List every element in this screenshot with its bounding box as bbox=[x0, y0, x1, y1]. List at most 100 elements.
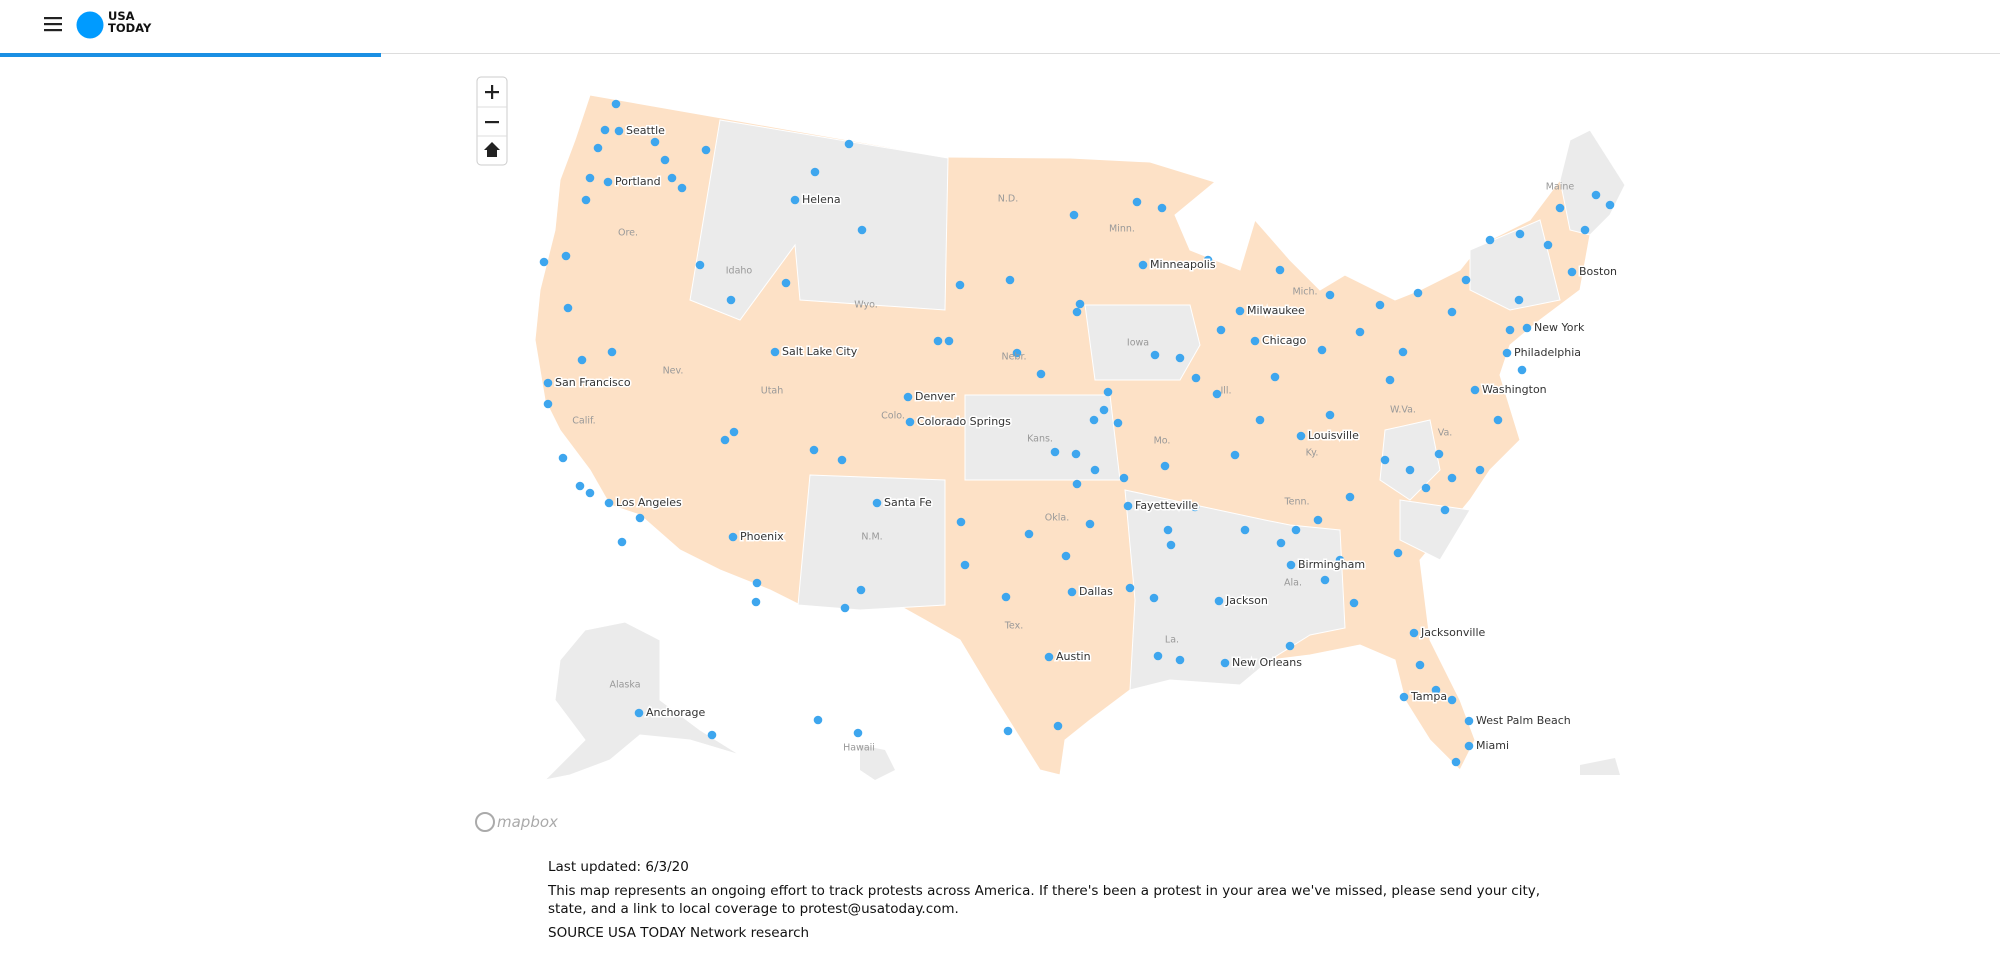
protest-dot bbox=[728, 532, 738, 542]
protest-dot bbox=[1230, 450, 1240, 460]
city-label: Birmingham bbox=[1298, 558, 1365, 571]
state-label: Nebr. bbox=[1001, 352, 1026, 363]
protest-dot bbox=[1276, 538, 1286, 548]
city-label: Colorado Springs bbox=[917, 415, 1011, 428]
protest-dot bbox=[1123, 501, 1133, 511]
protest-dot bbox=[1505, 325, 1515, 335]
reset-view-button[interactable] bbox=[484, 142, 500, 157]
protest-dot bbox=[695, 260, 705, 270]
protest-dot bbox=[1250, 336, 1260, 346]
city-label: Tampa bbox=[1410, 690, 1447, 703]
city-label: Anchorage bbox=[646, 706, 705, 719]
state-label: W.Va. bbox=[1390, 405, 1416, 416]
protest-dot bbox=[650, 137, 660, 147]
protest-dot bbox=[1296, 431, 1306, 441]
protest-dot bbox=[1325, 290, 1335, 300]
protest-dot bbox=[1517, 365, 1527, 375]
protest-dot bbox=[729, 427, 739, 437]
city-label: Portland bbox=[615, 175, 661, 188]
protest-dot bbox=[751, 597, 761, 607]
zoom-controls bbox=[476, 76, 508, 166]
protest-dot bbox=[1275, 265, 1285, 275]
protest-dot bbox=[1160, 461, 1170, 471]
protest-dot bbox=[1001, 592, 1011, 602]
protest-dot bbox=[1475, 465, 1485, 475]
protest-dot bbox=[955, 280, 965, 290]
protest-dot bbox=[561, 251, 571, 261]
state-label: Okla. bbox=[1045, 513, 1069, 524]
protest-dot bbox=[563, 303, 573, 313]
protest-dot bbox=[1543, 240, 1553, 250]
protest-dot bbox=[1286, 560, 1296, 570]
protest-dot bbox=[840, 603, 850, 613]
protest-dot bbox=[1421, 483, 1431, 493]
menu-button[interactable] bbox=[44, 17, 62, 32]
map-land bbox=[534, 94, 1626, 781]
state-label: Maine bbox=[1546, 182, 1575, 193]
protest-dot bbox=[1447, 473, 1457, 483]
attribution[interactable]: mapbox bbox=[497, 813, 558, 831]
protest-dot bbox=[809, 445, 819, 455]
last-updated: Last updated: 6/3/20 bbox=[548, 859, 689, 875]
protest-dot bbox=[677, 183, 687, 193]
protest-dot bbox=[1138, 260, 1148, 270]
protest-dot bbox=[614, 126, 624, 136]
protest-dot bbox=[1464, 716, 1474, 726]
protest-dot bbox=[856, 585, 866, 595]
protest-dot bbox=[1470, 385, 1480, 395]
state-label: Minn. bbox=[1109, 224, 1135, 235]
zoom-out-button[interactable] bbox=[485, 121, 499, 124]
protest-dot bbox=[617, 537, 627, 547]
protest-dot bbox=[1203, 255, 1213, 265]
protest-dot bbox=[781, 278, 791, 288]
protest-dot bbox=[1317, 345, 1327, 355]
city-label: Louisville bbox=[1308, 429, 1359, 442]
protest-dot bbox=[1089, 415, 1099, 425]
protest-dot bbox=[1220, 658, 1230, 668]
protest-dot bbox=[667, 173, 677, 183]
protest-dot bbox=[1175, 655, 1185, 665]
protest-dot bbox=[905, 417, 915, 427]
city-label: New York bbox=[1534, 321, 1585, 334]
protest-dot bbox=[1335, 555, 1345, 565]
state-label: Ky. bbox=[1306, 448, 1319, 459]
city-label: Phoenix bbox=[740, 530, 784, 543]
city-label: Fayetteville bbox=[1135, 499, 1198, 512]
protest-dot bbox=[1024, 529, 1034, 539]
protest-dot bbox=[593, 143, 603, 153]
protest-dot bbox=[577, 355, 587, 365]
protest-dot bbox=[956, 517, 966, 527]
protest-dot bbox=[770, 347, 780, 357]
city-label: Boston bbox=[1579, 265, 1617, 278]
state-label: N.M. bbox=[861, 532, 882, 543]
protest-dot bbox=[1493, 415, 1503, 425]
protest-dot bbox=[1485, 235, 1495, 245]
zoom-in-button[interactable] bbox=[485, 85, 499, 99]
protest-dot bbox=[933, 336, 943, 346]
mapbox-logo bbox=[475, 812, 495, 832]
logo-dot[interactable] bbox=[76, 11, 104, 39]
protest-dot bbox=[1431, 685, 1441, 695]
protest-dot bbox=[1409, 628, 1419, 638]
city-label: Minneapolis bbox=[1150, 258, 1216, 271]
protest-dot bbox=[1325, 410, 1335, 420]
protest-dot bbox=[1515, 229, 1525, 239]
logo-text[interactable]: USA bbox=[108, 9, 135, 23]
protest-dot bbox=[1291, 525, 1301, 535]
city-label: Jackson bbox=[1225, 594, 1268, 607]
protest-dot bbox=[1415, 660, 1425, 670]
protest-dot bbox=[585, 488, 595, 498]
protest-dot bbox=[1240, 525, 1250, 535]
city-label: Santa Fe bbox=[884, 496, 932, 509]
protest-dot bbox=[1605, 200, 1615, 210]
protest-dot bbox=[1067, 587, 1077, 597]
state-label: Utah bbox=[761, 386, 784, 397]
protest-dot bbox=[1214, 596, 1224, 606]
protest-dot bbox=[1075, 299, 1085, 309]
city-label: Seattle bbox=[626, 124, 665, 137]
logo-text[interactable]: TODAY bbox=[108, 21, 152, 35]
protest-dot bbox=[844, 139, 854, 149]
